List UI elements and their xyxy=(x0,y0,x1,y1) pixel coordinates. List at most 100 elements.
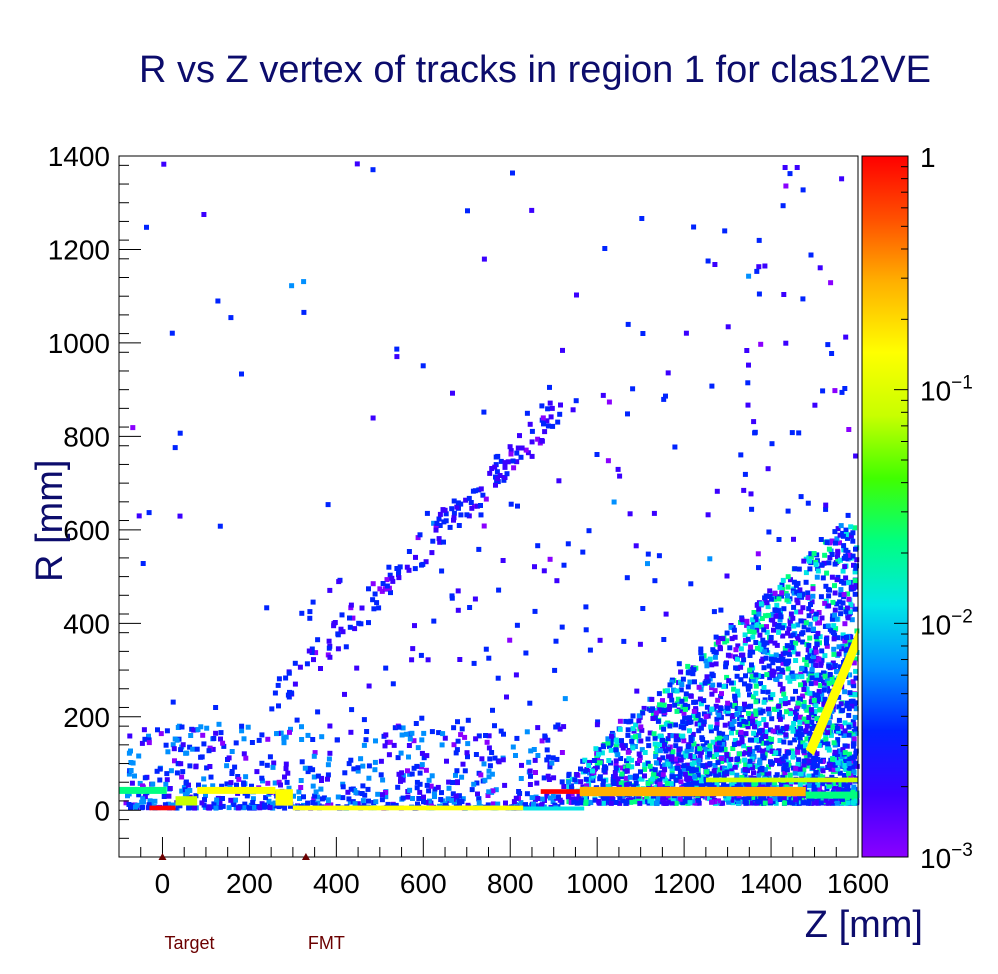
heatmap-cell xyxy=(551,775,557,781)
heatmap-cell xyxy=(771,627,776,633)
heatmap-cell xyxy=(772,621,778,627)
heatmap-cell xyxy=(346,761,352,767)
heatmap-cell xyxy=(713,703,719,709)
heatmap-cell xyxy=(669,679,675,685)
x-axis-label: Z [mm] xyxy=(805,904,923,946)
heatmap-cell xyxy=(315,709,321,715)
heatmap-cell xyxy=(777,709,782,715)
heatmap-cell xyxy=(840,747,846,753)
heatmap-cell xyxy=(675,696,681,702)
heatmap-cell xyxy=(348,605,354,611)
heatmap-cell xyxy=(762,649,768,655)
heatmap-cell xyxy=(738,452,744,458)
x-tick-label: 800 xyxy=(487,868,534,899)
heatmap-cell xyxy=(435,784,441,790)
heatmap-cell xyxy=(823,797,829,803)
heatmap-cell xyxy=(241,783,247,789)
heatmap-cell xyxy=(625,321,631,327)
heatmap-cell xyxy=(298,785,304,790)
heatmap-cell xyxy=(742,640,748,646)
heatmap-cell xyxy=(696,762,702,768)
heatmap-cell xyxy=(327,654,333,660)
heatmap-cell xyxy=(840,568,846,574)
x-tick-label: 600 xyxy=(400,868,447,899)
heatmap-cell xyxy=(639,216,645,221)
heatmap-cell xyxy=(800,187,806,193)
heatmap-cell xyxy=(216,721,222,727)
heatmap-cell xyxy=(742,767,748,772)
heatmap-cell xyxy=(673,722,678,728)
heatmap-cell xyxy=(787,740,793,746)
heatmap-cell xyxy=(188,733,194,738)
heatmap-cell xyxy=(187,763,193,769)
heatmap-cell xyxy=(620,745,626,751)
heatmap-cell xyxy=(838,664,843,670)
heatmap-cell xyxy=(739,660,745,666)
heatmap-cell xyxy=(826,800,832,806)
heatmap-cell xyxy=(702,680,708,686)
heatmap-cell xyxy=(780,625,786,631)
heatmap-cell xyxy=(716,798,721,804)
heatmap-cell xyxy=(782,762,788,768)
heatmap-cell xyxy=(795,749,801,755)
heatmap-cell xyxy=(507,637,513,643)
heatmap-cell xyxy=(739,780,745,786)
heatmap-cell xyxy=(793,712,799,718)
heatmap-cell xyxy=(415,535,421,541)
heatmap-cell xyxy=(709,662,715,668)
heatmap-cell xyxy=(455,738,461,744)
heatmap-cell xyxy=(552,802,558,808)
heatmap-cell xyxy=(132,773,137,779)
heatmap-cell xyxy=(753,640,759,645)
heatmap-cell xyxy=(724,674,730,680)
heatmap-cell xyxy=(557,797,563,803)
heatmap-cell xyxy=(838,557,843,563)
heatmap-cell xyxy=(771,706,777,712)
heatmap-cell xyxy=(835,554,840,560)
heatmap-cell xyxy=(623,718,629,724)
heatmap-cell xyxy=(208,774,214,780)
heatmap-cell xyxy=(210,746,216,752)
heatmap-cell xyxy=(495,476,500,482)
heatmap-cell xyxy=(613,747,619,753)
heatmap-cell xyxy=(700,763,706,769)
heatmap-cell xyxy=(592,797,598,803)
heatmap-cell xyxy=(813,616,819,622)
heatmap-cell xyxy=(765,689,771,695)
heatmap-cell xyxy=(513,753,518,758)
heatmap-cell xyxy=(278,730,284,736)
heatmap-cell xyxy=(429,773,435,779)
heatmap-cell xyxy=(745,636,751,642)
heatmap-cell xyxy=(782,701,788,707)
heatmap-cell xyxy=(848,524,854,530)
heatmap-cell xyxy=(312,793,318,799)
heatmap-cell xyxy=(384,739,390,745)
heatmap-cell xyxy=(853,453,859,459)
heatmap-cell xyxy=(697,696,703,702)
heatmap-cell xyxy=(787,596,793,602)
heatmap-cell xyxy=(712,799,718,805)
heatmap-cell xyxy=(364,729,370,734)
heatmap-cell xyxy=(781,739,787,745)
heatmap-cell xyxy=(354,161,360,167)
heatmap-cell xyxy=(796,757,802,763)
heatmap-cell xyxy=(750,634,756,640)
heatmap-cell xyxy=(325,502,331,508)
heatmap-cell xyxy=(756,237,762,243)
heatmap-cell xyxy=(765,466,771,472)
heatmap-cell xyxy=(774,772,780,778)
heatmap-cell xyxy=(813,646,818,652)
heatmap-cell xyxy=(416,796,422,801)
heatmap-cell xyxy=(797,714,803,720)
heatmap-cell xyxy=(744,622,750,628)
heatmap-cell xyxy=(804,718,810,724)
heatmap-cell xyxy=(387,572,393,578)
heatmap-cell xyxy=(665,370,671,376)
heatmap-cell xyxy=(832,752,838,758)
heatmap-cell xyxy=(770,692,776,698)
heatmap-cell xyxy=(311,774,317,780)
heatmap-cell xyxy=(619,738,624,744)
heatmap-cell xyxy=(655,718,661,724)
heatmap-cell xyxy=(656,757,662,763)
heatmap-cell xyxy=(675,765,681,771)
